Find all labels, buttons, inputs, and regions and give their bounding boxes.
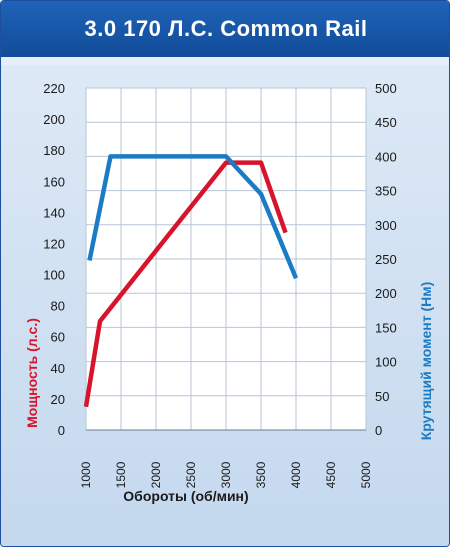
left-tick-label: 100 [43,268,65,283]
right-tick-label: 400 [375,149,397,164]
x-tick-label: 5000 [359,461,373,488]
series-lines [83,154,299,408]
right-tick-label: 250 [375,252,397,267]
x-tick-label: 4500 [324,461,338,488]
right-tick-labels: 0 50 100 150 200 250 300 350 400 450 500 [375,81,397,438]
left-tick-label: 220 [43,81,65,96]
right-tick-label: 300 [375,218,397,233]
x-tick-label: 2500 [184,461,198,488]
left-tick-label: 80 [51,299,65,314]
right-tick-label: 50 [375,389,389,404]
right-tick-label: 500 [375,81,397,96]
left-tick-label: 0 [58,423,65,438]
left-tick-labels: 0 20 40 60 80 100 120 140 160 180 200 220 [43,81,65,438]
grid [85,87,367,431]
left-tick-label: 40 [51,361,65,376]
right-tick-label: 450 [375,115,397,130]
chart-title: 3.0 170 Л.С. Common Rail [1,1,449,57]
x-tick-label: 4000 [289,461,303,488]
left-tick-label: 60 [51,330,65,345]
right-axis-title: Крутящий момент (Нм) [418,282,434,440]
left-tick-label: 160 [43,174,65,189]
right-tick-label: 200 [375,286,397,301]
x-axis-title: Обороты (об/мин) [123,488,248,504]
power-line [83,160,288,408]
left-tick-label: 140 [43,205,65,220]
right-tick-label: 350 [375,184,397,199]
right-tick-label: 0 [375,423,382,438]
left-axis-title: Мощность (л.с.) [24,318,40,428]
x-tick-labels: 1000 1500 2000 2500 3000 3500 4000 4500 5000 [79,461,373,488]
left-tick-label: 120 [43,236,65,251]
right-tick-label: 150 [375,320,397,335]
x-tick-label: 2000 [149,461,163,488]
x-tick-label: 1000 [79,461,93,488]
left-tick-label: 180 [43,143,65,158]
left-tick-label: 20 [51,392,65,407]
right-tick-label: 100 [375,355,397,370]
x-tick-label: 3500 [254,461,268,488]
left-tick-label: 200 [43,112,65,127]
torque-line [87,154,299,280]
x-tick-label: 3000 [219,461,233,488]
x-tick-label: 1500 [114,461,128,488]
